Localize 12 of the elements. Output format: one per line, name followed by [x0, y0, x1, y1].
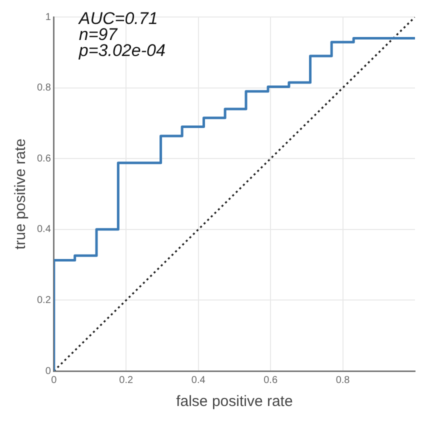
x-tick-label: 0.4 [191, 374, 206, 386]
x-axis-title: false positive rate [176, 393, 293, 410]
y-tick-label: 1 [45, 12, 52, 23]
x-tick-label: 0.8 [336, 374, 350, 386]
y-tick-label: 0 [45, 366, 52, 377]
y-tick-label: 0.6 [36, 153, 52, 164]
y-axis-title: true positive rate [12, 138, 30, 250]
y-tick-label: 0.4 [36, 224, 52, 236]
x-tick-label: 0.2 [119, 374, 134, 386]
y-tick-label: 0.2 [36, 294, 52, 306]
x-tick-label: 0.6 [264, 374, 278, 386]
y-tick-label: 0.8 [36, 82, 52, 94]
